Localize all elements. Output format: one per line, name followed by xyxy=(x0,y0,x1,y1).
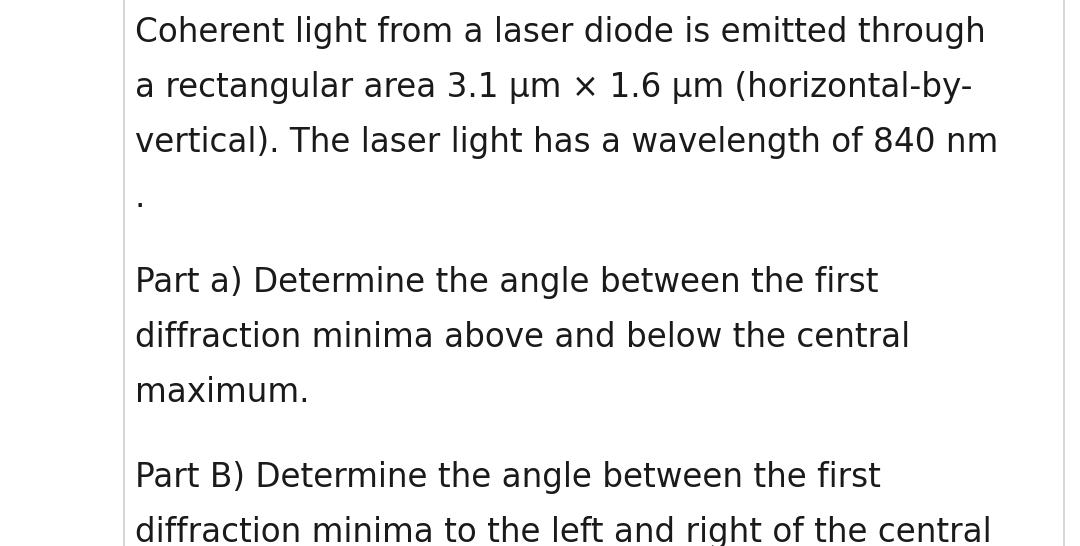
Text: diffraction minima above and below the central: diffraction minima above and below the c… xyxy=(135,321,910,354)
Text: Coherent light from a laser diode is emitted through: Coherent light from a laser diode is emi… xyxy=(135,16,986,49)
Text: Part a) Determine the angle between the first: Part a) Determine the angle between the … xyxy=(135,266,878,299)
Text: diffraction minima to the left and right of the central: diffraction minima to the left and right… xyxy=(135,516,991,546)
Text: vertical). The laser light has a wavelength of 840 nm: vertical). The laser light has a wavelen… xyxy=(135,126,998,159)
Text: a rectangular area 3.1 μm × 1.6 μm (horizontal-by-: a rectangular area 3.1 μm × 1.6 μm (hori… xyxy=(135,71,972,104)
Text: maximum.: maximum. xyxy=(135,376,310,409)
Text: Part B) Determine the angle between the first: Part B) Determine the angle between the … xyxy=(135,461,881,494)
Text: .: . xyxy=(135,181,146,214)
